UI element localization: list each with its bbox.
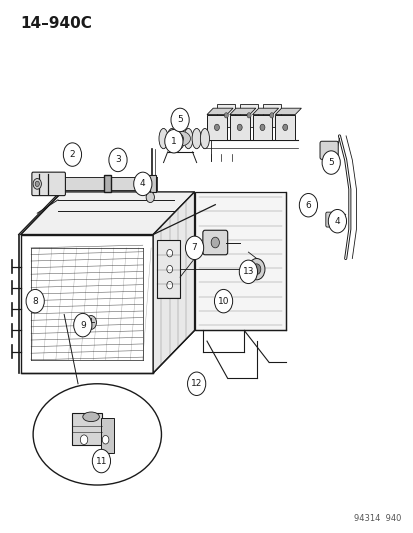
Circle shape — [166, 265, 172, 273]
Text: 8: 8 — [32, 297, 38, 305]
Bar — [101, 418, 114, 453]
Text: 13: 13 — [242, 268, 254, 276]
Circle shape — [259, 124, 264, 131]
Circle shape — [211, 237, 219, 248]
Bar — [157, 240, 180, 298]
Polygon shape — [206, 108, 233, 115]
Text: 5: 5 — [177, 116, 183, 124]
Circle shape — [92, 449, 110, 473]
Bar — [217, 104, 235, 127]
Circle shape — [33, 179, 41, 189]
Bar — [206, 115, 226, 140]
Text: 4: 4 — [334, 217, 339, 225]
Circle shape — [164, 130, 183, 153]
Circle shape — [214, 124, 219, 131]
Circle shape — [239, 260, 257, 284]
Circle shape — [74, 313, 92, 337]
Bar — [72, 413, 102, 445]
Text: 7: 7 — [191, 244, 197, 252]
Ellipse shape — [192, 128, 201, 149]
Bar — [240, 104, 257, 127]
Polygon shape — [21, 192, 194, 235]
FancyBboxPatch shape — [325, 212, 340, 227]
Ellipse shape — [169, 131, 190, 146]
Circle shape — [63, 143, 81, 166]
Circle shape — [171, 108, 189, 132]
Circle shape — [248, 259, 264, 280]
Circle shape — [35, 181, 39, 187]
Circle shape — [237, 124, 242, 131]
Bar — [252, 115, 272, 140]
Circle shape — [166, 249, 172, 257]
Polygon shape — [104, 175, 111, 192]
Text: 4: 4 — [140, 180, 145, 188]
FancyBboxPatch shape — [202, 230, 227, 255]
Polygon shape — [153, 192, 194, 373]
Polygon shape — [194, 192, 285, 330]
Bar — [262, 104, 280, 127]
Polygon shape — [252, 108, 278, 115]
Polygon shape — [229, 108, 255, 115]
Ellipse shape — [83, 412, 99, 422]
Text: 10: 10 — [217, 297, 229, 305]
Ellipse shape — [200, 128, 209, 149]
Circle shape — [224, 112, 228, 118]
Circle shape — [80, 435, 88, 445]
Ellipse shape — [33, 384, 161, 485]
Text: 1: 1 — [171, 137, 176, 146]
Circle shape — [252, 264, 260, 274]
Text: 5: 5 — [328, 158, 333, 167]
Circle shape — [176, 134, 183, 143]
Circle shape — [133, 172, 152, 196]
Text: 94314  940: 94314 940 — [354, 514, 401, 523]
Polygon shape — [275, 108, 301, 115]
Ellipse shape — [167, 128, 176, 149]
Polygon shape — [64, 177, 157, 190]
Circle shape — [282, 124, 287, 131]
Circle shape — [299, 193, 317, 217]
Circle shape — [146, 192, 154, 203]
Circle shape — [26, 289, 44, 313]
FancyBboxPatch shape — [319, 141, 337, 159]
Text: 9: 9 — [80, 321, 85, 329]
Text: 12: 12 — [190, 379, 202, 388]
Text: 6: 6 — [305, 201, 311, 209]
Ellipse shape — [183, 128, 192, 149]
Circle shape — [214, 289, 232, 313]
Text: 3: 3 — [115, 156, 121, 164]
Bar — [229, 115, 249, 140]
Circle shape — [109, 148, 127, 172]
Text: 11: 11 — [95, 457, 107, 465]
Circle shape — [102, 435, 109, 444]
Circle shape — [187, 372, 205, 395]
Polygon shape — [147, 175, 156, 192]
Circle shape — [269, 112, 273, 118]
Circle shape — [85, 316, 96, 329]
FancyBboxPatch shape — [32, 172, 65, 196]
Circle shape — [321, 151, 339, 174]
Text: 14–940C: 14–940C — [21, 16, 93, 31]
Circle shape — [166, 281, 172, 289]
Bar — [275, 115, 294, 140]
Polygon shape — [21, 235, 153, 373]
Ellipse shape — [175, 128, 184, 149]
Text: 2: 2 — [69, 150, 75, 159]
Circle shape — [185, 236, 203, 260]
Ellipse shape — [159, 128, 168, 149]
Circle shape — [328, 209, 346, 233]
Circle shape — [247, 112, 251, 118]
